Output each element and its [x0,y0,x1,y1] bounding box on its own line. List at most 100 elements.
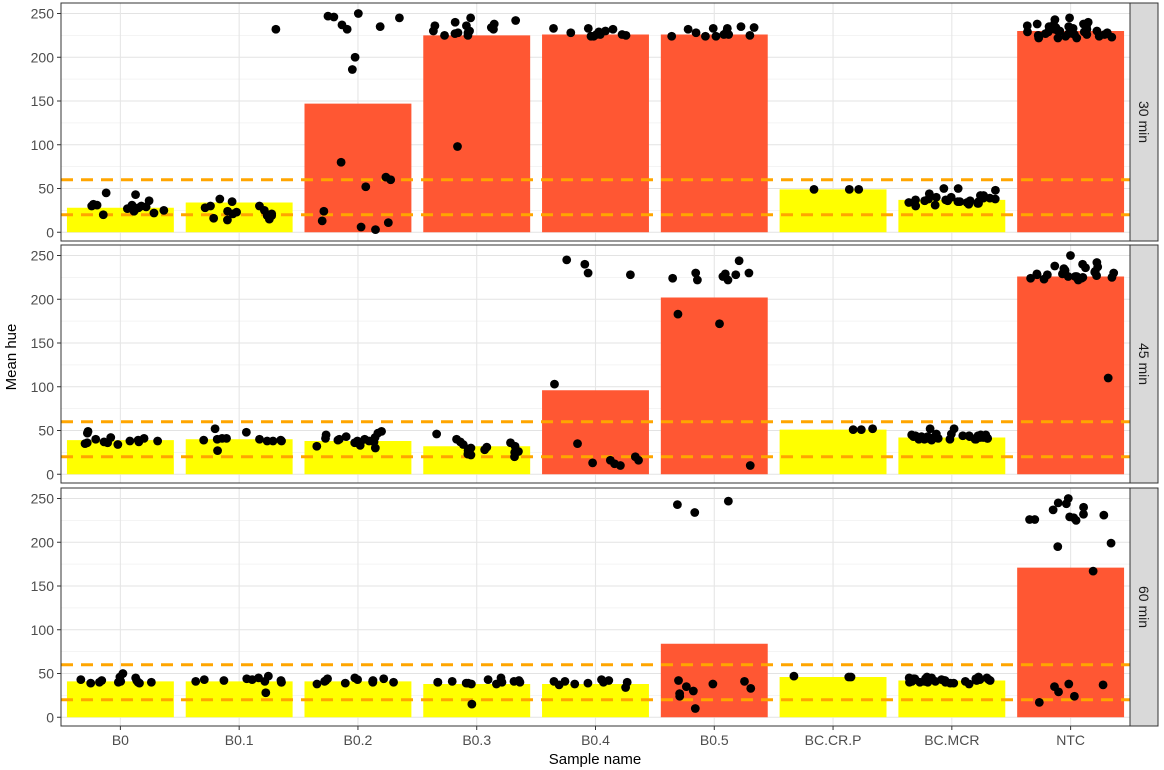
data-point [483,675,493,685]
data-point [904,198,914,207]
data-point [1064,29,1074,39]
y-axis-title: Mean hue [3,324,20,391]
data-point [370,443,380,453]
data-point [135,678,144,688]
data-point [227,197,237,207]
data-point [113,440,123,449]
data-point [453,28,463,38]
data-point [605,455,615,465]
data-point [133,435,143,445]
data-point [428,26,438,36]
data-point [341,432,351,442]
bar [1017,567,1125,718]
facet-panel: 0 50 100 150 200 250 60 min [31,487,1159,727]
data-point [1066,251,1075,260]
data-point [691,28,701,38]
data-point [1053,542,1063,552]
data-point [153,436,163,446]
data-point [978,193,988,203]
data-point [263,671,273,681]
data-point [241,427,251,437]
data-point [1050,682,1059,692]
data-point [683,24,693,34]
data-point [1032,19,1042,29]
data-point [514,676,524,685]
data-point [467,699,477,709]
data-point [465,26,474,36]
data-point [854,184,864,194]
facet-panel: 0 50 100 150 200 250 30 min [31,2,1159,242]
data-point [740,676,749,686]
data-point [970,434,980,444]
panels-layer: 0 50 100 150 200 250 30 min 0 50 100 150 200 250 45 m… [31,2,1159,727]
data-point [101,188,111,198]
data-point [1026,273,1036,283]
x-tick-label: BC.CR.P [805,732,862,748]
data-point [708,679,718,689]
data-point [213,446,222,456]
data-point [1088,566,1098,576]
data-point [492,679,501,689]
data-point [432,429,442,439]
data-point [350,673,360,683]
data-point [1069,691,1079,701]
data-point [271,24,281,34]
facet-strip-label: 45 min [1136,343,1152,385]
data-point [1103,373,1113,383]
x-tick-label: B0.5 [700,732,729,748]
data-point [159,205,169,215]
data-point [356,222,366,232]
data-point [583,678,593,688]
y-tick-label: 50 [38,666,54,682]
data-point [736,22,746,32]
data-point [199,675,209,685]
data-point [1039,274,1049,284]
data-point [317,216,327,226]
data-point [333,435,343,445]
y-tick-label: 100 [31,622,55,638]
data-point [692,275,702,285]
data-point [262,211,272,221]
data-point [206,201,215,211]
data-point [549,23,558,33]
data-point [277,677,286,687]
y-tick-label: 150 [31,578,55,594]
data-point [923,677,933,687]
data-point [715,319,724,329]
data-point [1050,15,1060,25]
data-point [592,30,601,39]
data-point [1079,502,1088,512]
data-point [210,424,220,434]
data-point [217,433,227,443]
data-point [930,200,940,210]
data-point [395,13,404,23]
data-point [1064,22,1074,32]
data-point [984,675,994,685]
data-point [673,309,683,319]
x-tick-label: B0 [112,732,129,748]
data-point [209,213,219,223]
data-point [960,676,970,686]
data-point [511,16,521,25]
data-point [991,185,1000,195]
bar [304,681,412,718]
data-point [1048,505,1058,515]
data-point [1063,494,1073,503]
data-point [496,673,506,683]
y-tick-label: 250 [31,491,55,507]
data-point [580,259,590,269]
data-point [433,677,443,687]
data-point [941,195,951,205]
data-point [982,433,992,443]
data-point [674,676,683,685]
data-point [350,52,360,62]
bar [779,677,887,718]
x-axis: B0 B0.1 B0.2 B0.3 B0.4 B0.5 BC.CR.P BC.MCR NTC [112,726,1085,748]
bar [542,34,649,233]
data-point [360,434,370,444]
data-point [1070,272,1080,281]
data-point [261,688,271,698]
data-point [342,24,352,34]
data-point [368,676,378,685]
data-point [955,197,965,207]
